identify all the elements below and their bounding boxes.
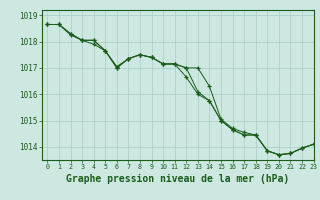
X-axis label: Graphe pression niveau de la mer (hPa): Graphe pression niveau de la mer (hPa) (66, 174, 289, 184)
